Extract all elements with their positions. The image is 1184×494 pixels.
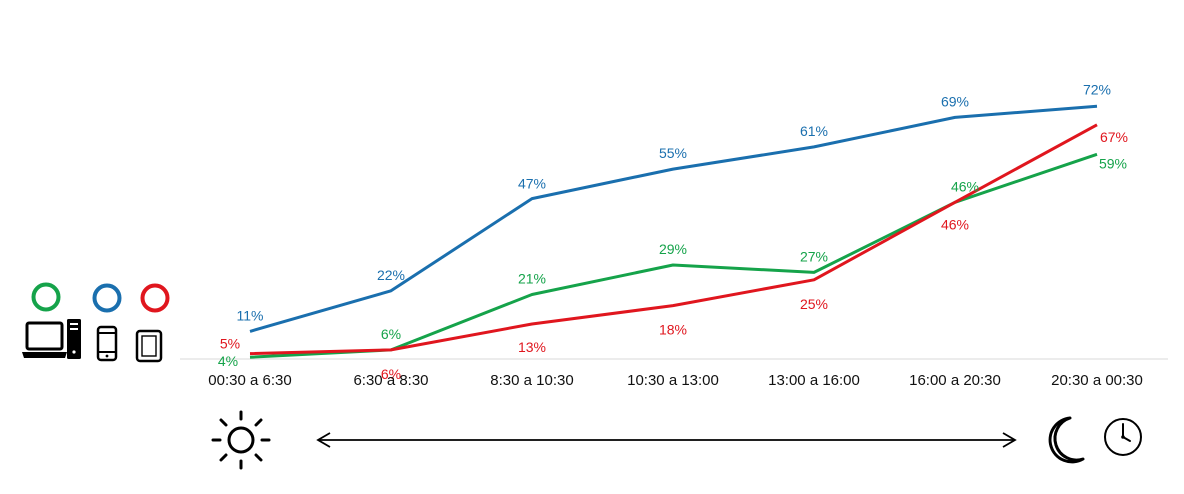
timeline-arrow [316, 432, 1017, 448]
x-tick-label: 20:30 a 00:30 [1051, 372, 1143, 389]
x-tick-label: 00:30 a 6:30 [208, 372, 291, 389]
smartphone-icon [96, 325, 118, 362]
tablet-icon [135, 329, 163, 363]
data-label: 27% [800, 248, 828, 264]
x-tick-label: 6:30 a 8:30 [353, 372, 428, 389]
data-label: 11% [237, 307, 264, 323]
data-label: 4% [218, 353, 238, 369]
data-label: 22% [377, 267, 405, 283]
series-line-2 [249, 123, 1098, 356]
clock-icon [1104, 418, 1142, 456]
moon-icon [1048, 416, 1085, 464]
data-label: 13% [518, 339, 546, 355]
series-lines [249, 104, 1098, 359]
data-label: 69% [941, 93, 969, 109]
data-label: 61% [800, 123, 828, 139]
data-label: 29% [659, 241, 687, 257]
data-label: 18% [659, 322, 687, 338]
data-label: 6% [381, 326, 401, 342]
data-label: 55% [659, 145, 687, 161]
desktop-computer-icon [22, 319, 81, 359]
data-label: 72% [1083, 81, 1111, 97]
data-label: 25% [800, 296, 828, 312]
legend [22, 282, 170, 363]
data-labels: 11% 22% 47% 55% 61% 69% 72% 4% 6% 21% 29% 27% 46% 59%… [218, 81, 1128, 382]
data-label: 46% [941, 216, 969, 232]
data-label: 21% [518, 271, 546, 287]
legend-marker-smartphone [92, 283, 122, 313]
x-axis-tick-labels: 00:30 a 6:30 6:30 a 8:30 8:30 a 10:30 10:30… [208, 372, 1143, 389]
sun-icon [211, 410, 271, 470]
data-label: 6% [381, 366, 401, 382]
x-tick-label: 16:00 a 20:30 [909, 372, 1001, 389]
x-tick-label: 10:30 a 13:00 [627, 372, 719, 389]
data-label: 59% [1099, 155, 1127, 171]
x-tick-label: 8:30 a 10:30 [490, 372, 573, 389]
legend-marker-tablet [140, 283, 170, 313]
series-line-0 [249, 104, 1098, 333]
legend-marker-desktop [31, 282, 61, 312]
x-tick-label: 13:00 a 16:00 [768, 372, 860, 389]
data-label: 47% [518, 176, 546, 192]
data-label: 67% [1100, 129, 1128, 145]
data-label: 5% [220, 336, 240, 352]
data-label: 46% [951, 178, 979, 194]
